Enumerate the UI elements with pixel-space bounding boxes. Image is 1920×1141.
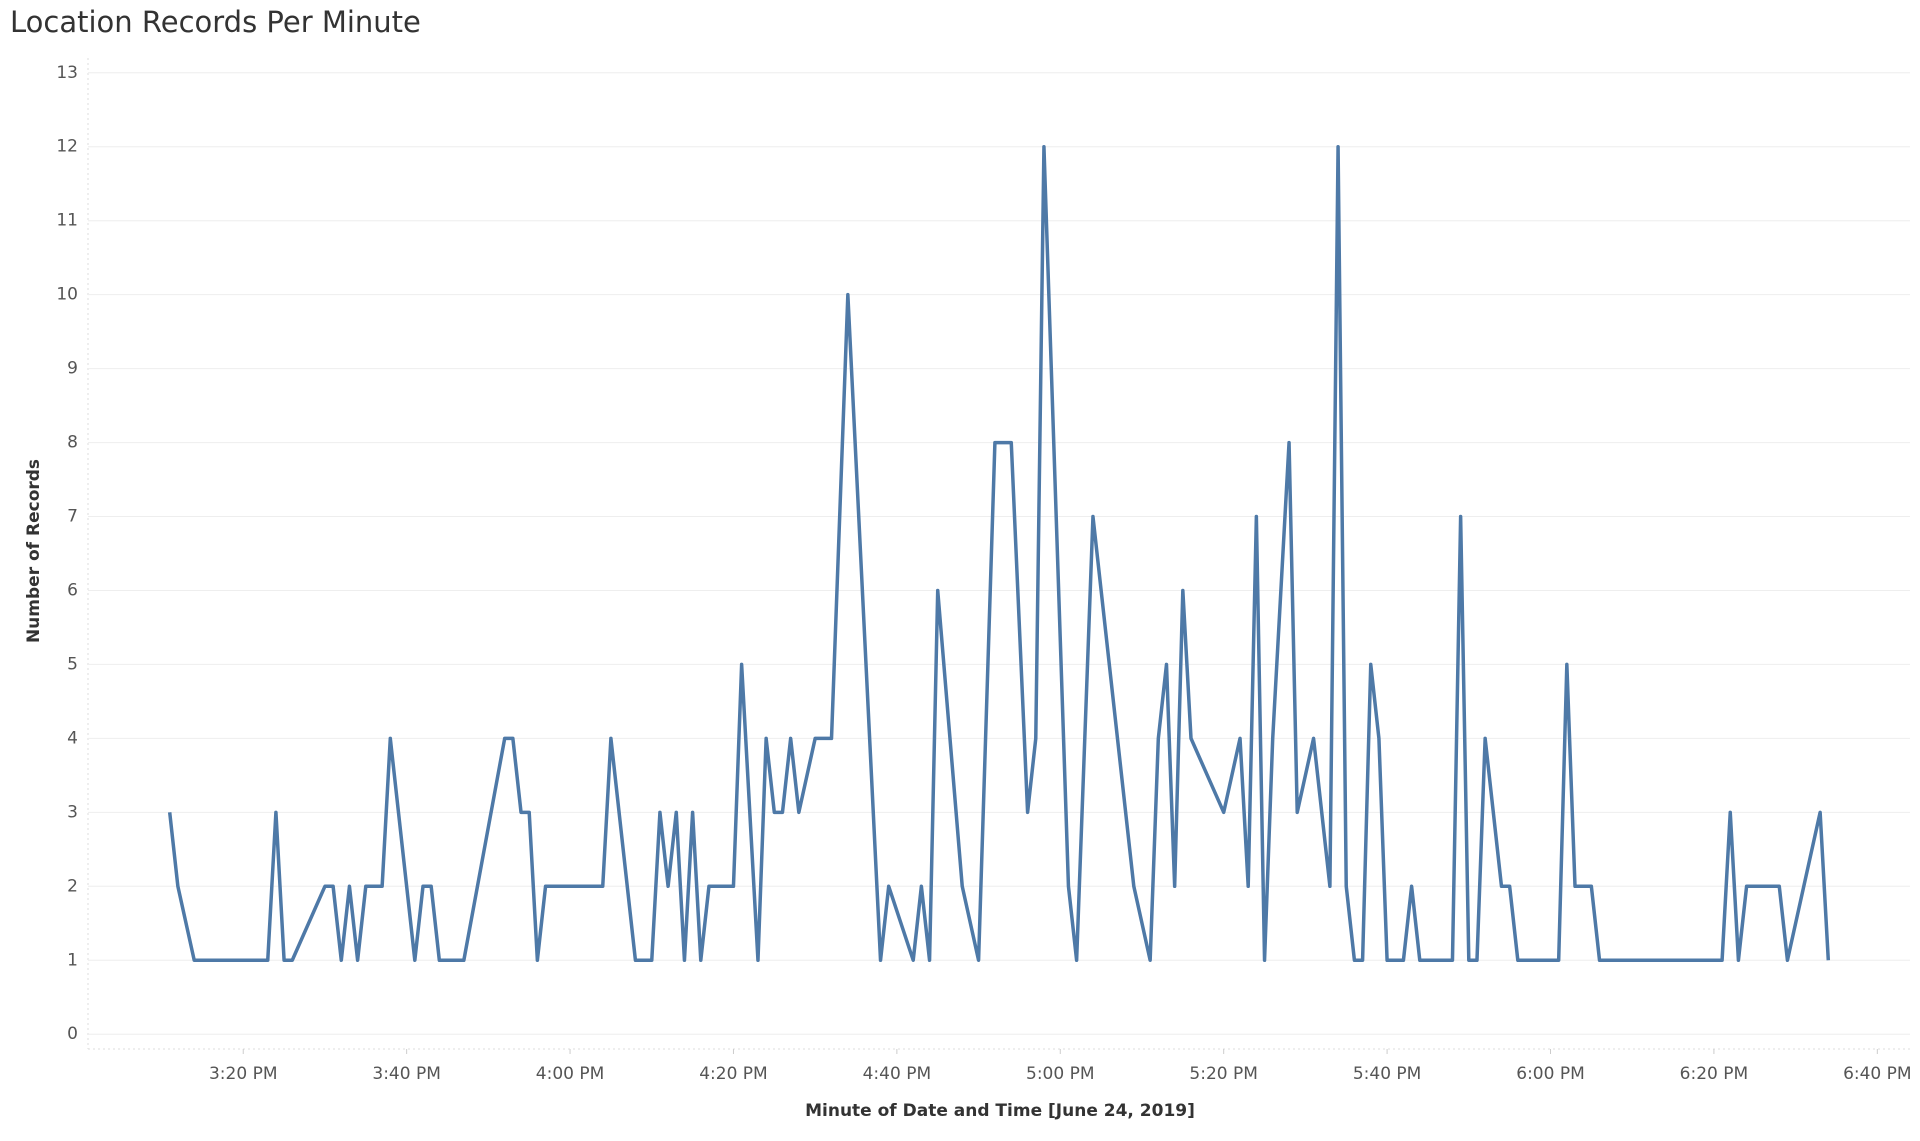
y-tick-label: 8 <box>67 433 78 453</box>
y-tick-label: 10 <box>56 285 78 305</box>
x-tick-label: 5:20 PM <box>1189 1064 1258 1084</box>
y-tick-label: 6 <box>67 580 78 600</box>
y-tick-label: 2 <box>67 876 78 896</box>
y-tick-label: 9 <box>67 359 78 379</box>
x-tick-label: 6:00 PM <box>1516 1064 1585 1084</box>
x-tick-label: 3:40 PM <box>372 1064 441 1084</box>
data-line <box>167 145 1831 962</box>
x-tick-label: 3:20 PM <box>209 1064 278 1084</box>
x-tick-label: 4:20 PM <box>699 1064 768 1084</box>
x-tick-label: 4:40 PM <box>863 1064 932 1084</box>
y-tick-label: 5 <box>67 654 78 674</box>
y-tick-label: 12 <box>56 137 78 157</box>
y-tick-label: 1 <box>67 950 78 970</box>
y-tick-label: 7 <box>67 507 78 527</box>
x-tick-label: 4:00 PM <box>536 1064 605 1084</box>
x-tick-label: 5:40 PM <box>1353 1064 1422 1084</box>
y-axis-label: Number of Records <box>24 459 44 643</box>
x-axis-label: Minute of Date and Time [June 24, 2019] <box>805 1101 1195 1121</box>
x-tick-label: 6:40 PM <box>1843 1064 1912 1084</box>
y-tick-label: 4 <box>67 728 78 748</box>
x-tick-label: 5:00 PM <box>1026 1064 1095 1084</box>
x-tick-label: 6:20 PM <box>1680 1064 1749 1084</box>
y-tick-label: 11 <box>56 211 78 231</box>
y-tick-label: 13 <box>56 63 78 83</box>
y-tick-label: 0 <box>67 1024 78 1044</box>
chart-title: Location Records Per Minute <box>10 5 421 39</box>
y-tick-label: 3 <box>67 802 78 822</box>
